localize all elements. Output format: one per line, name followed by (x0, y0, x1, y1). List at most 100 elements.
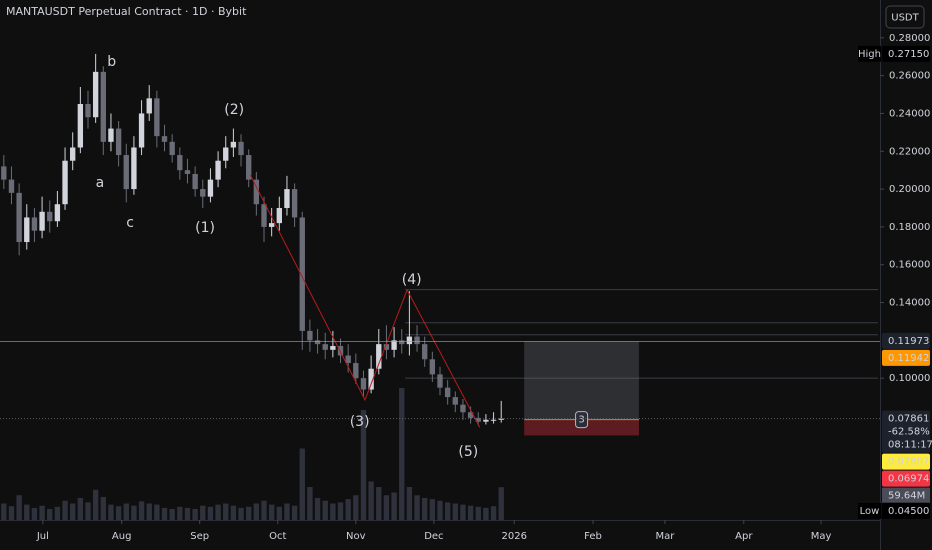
candle-body (16, 192, 22, 243)
candle-body (169, 141, 175, 156)
price-badge-line: 08:11:17 (888, 440, 932, 451)
candle-body (77, 104, 84, 148)
volume-bar (261, 500, 267, 520)
candle-body (353, 363, 359, 379)
volume-badge-label: 59.64M (888, 491, 925, 502)
wave-label: (4) (402, 272, 422, 288)
candle-body (223, 147, 229, 161)
volume-bar (314, 498, 321, 520)
volume-bar (85, 502, 91, 520)
volume-bar (276, 506, 282, 520)
candle-body (207, 179, 214, 197)
volume-bar (92, 489, 99, 520)
volume-bar (192, 509, 198, 520)
y-tick-label: 0.28000 (889, 33, 930, 44)
volume-bar (498, 487, 504, 520)
volume-bar (391, 492, 397, 520)
candle-body (8, 179, 15, 193)
candle-body (483, 419, 489, 422)
candle-body (39, 211, 45, 231)
candle-body (177, 155, 183, 171)
candle-body (337, 346, 344, 356)
volume-bar (444, 502, 451, 520)
volume-bar (246, 506, 252, 520)
currency-label[interactable]: USDT (891, 13, 919, 24)
volume-bar (169, 509, 175, 520)
x-tick-label: Oct (269, 531, 286, 542)
candle-body (115, 128, 122, 156)
candle-body (414, 336, 420, 345)
wave-label: (1) (195, 220, 215, 236)
candle-body (92, 71, 99, 118)
volume-bar (154, 504, 160, 520)
volume-bar (368, 481, 374, 520)
volume-bar (146, 503, 152, 520)
volume-bar (475, 506, 481, 520)
volume-bar (184, 507, 191, 520)
volume-bar (238, 507, 244, 520)
price-badge-label: 0.07807 (888, 457, 929, 468)
y-tick-label: 0.26000 (889, 71, 930, 82)
x-tick-label: Sep (190, 531, 209, 542)
volume-bar (54, 506, 61, 520)
volume-bar (253, 503, 260, 520)
position-label-box (575, 411, 589, 429)
x-tick-label: Aug (112, 531, 132, 542)
volume-bar (429, 499, 436, 520)
position-target (524, 341, 639, 420)
candle-body (383, 344, 390, 350)
wave-label: (2) (224, 102, 244, 118)
candle-body (123, 155, 129, 190)
volume-bar (460, 504, 466, 520)
x-tick-label: Apr (735, 531, 753, 542)
volume-bar (360, 410, 367, 520)
candle-body (299, 217, 305, 331)
volume-bar (452, 503, 458, 520)
candle-body (307, 330, 313, 341)
volume-bar (131, 505, 137, 520)
badge-tag-box (858, 45, 881, 62)
volume-bar (345, 499, 351, 520)
y-tick-label: 0.14000 (889, 298, 930, 309)
candle-body (360, 378, 367, 390)
volume-bar (108, 504, 114, 520)
candle-body (1, 166, 7, 180)
candle-body (460, 404, 466, 413)
badge-tag: High (858, 49, 881, 60)
volume-bar (77, 498, 84, 520)
candle-body (291, 189, 298, 218)
price-badge (882, 349, 930, 366)
currency-button[interactable] (885, 5, 925, 29)
volume-bar (230, 505, 237, 520)
x-tick-label: Feb (584, 531, 602, 542)
price-badge-label: 0.06974 (888, 474, 929, 485)
candle-body (268, 223, 275, 227)
price-badge (882, 503, 930, 519)
wave-label: b (107, 54, 116, 70)
candle-body (253, 179, 260, 205)
volume-bar (24, 504, 30, 520)
candle-body (314, 340, 321, 345)
volume-bar (115, 506, 122, 520)
x-tick-label: Jul (36, 531, 49, 542)
candle-body (70, 147, 76, 161)
candle-body (368, 368, 374, 390)
candle-body (490, 419, 497, 421)
volume-bar (62, 500, 68, 520)
volume-bar (307, 487, 313, 520)
candle-body (345, 355, 351, 364)
badge-tag-box (858, 503, 881, 519)
candle-body (406, 336, 413, 345)
volume-bar (383, 495, 390, 520)
candle-body (238, 141, 244, 156)
volume-bar (284, 503, 290, 520)
price-badge-label: 0.11942 (888, 353, 929, 364)
volume-bar (161, 507, 168, 520)
candle-body (475, 417, 481, 422)
candle-body (161, 136, 168, 142)
candle-body (330, 346, 336, 350)
wave-label: a (96, 175, 105, 191)
x-tick-label: Mar (656, 531, 676, 542)
